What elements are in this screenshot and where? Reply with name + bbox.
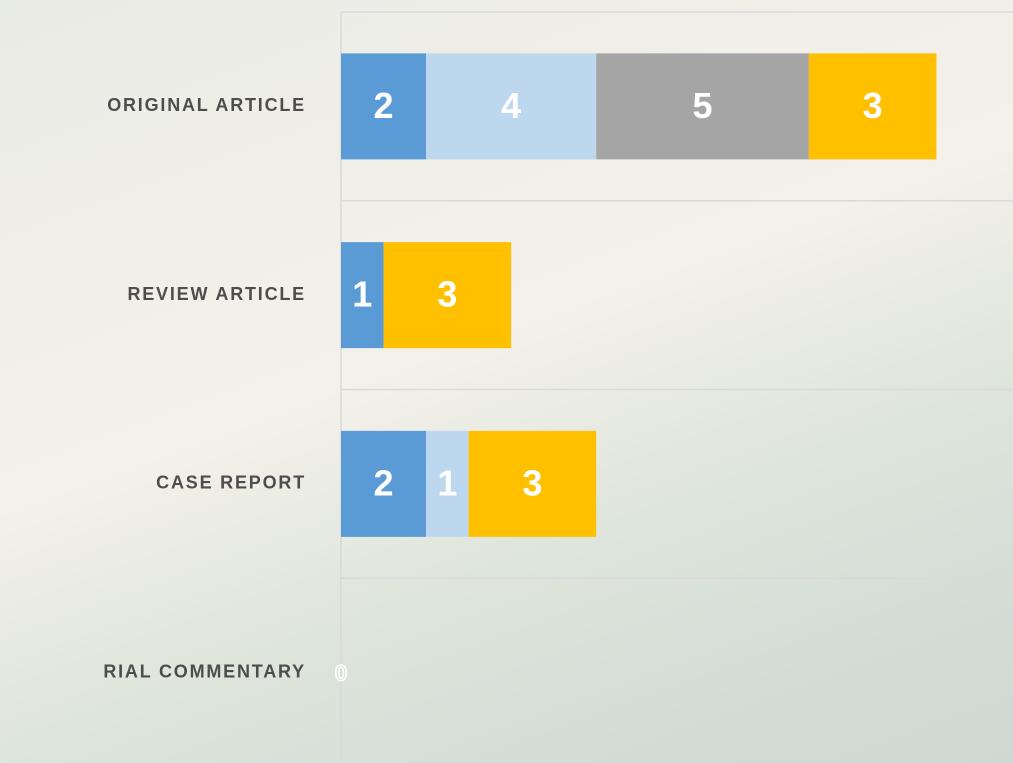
chart: ORIGINAL ARTICLE 2 4 5 3 REVIEW ARTICLE 1 3 CASE… bbox=[0, 0, 1013, 763]
value-label: 2 bbox=[374, 462, 394, 503]
value-label: 1 bbox=[352, 274, 372, 315]
value-label: 0 bbox=[335, 660, 347, 685]
category-label: REVIEW ARTICLE bbox=[127, 284, 306, 304]
value-label: 3 bbox=[522, 462, 542, 503]
category-label: RIAL COMMENTARY bbox=[103, 661, 306, 681]
category-label: ORIGINAL ARTICLE bbox=[107, 95, 306, 115]
category-label: CASE REPORT bbox=[156, 473, 306, 493]
value-label: 2 bbox=[374, 85, 394, 126]
value-label: 3 bbox=[863, 85, 883, 126]
value-label: 1 bbox=[437, 462, 457, 503]
value-label: 3 bbox=[437, 274, 457, 315]
value-label: 5 bbox=[693, 85, 713, 126]
value-label: 4 bbox=[501, 85, 521, 126]
